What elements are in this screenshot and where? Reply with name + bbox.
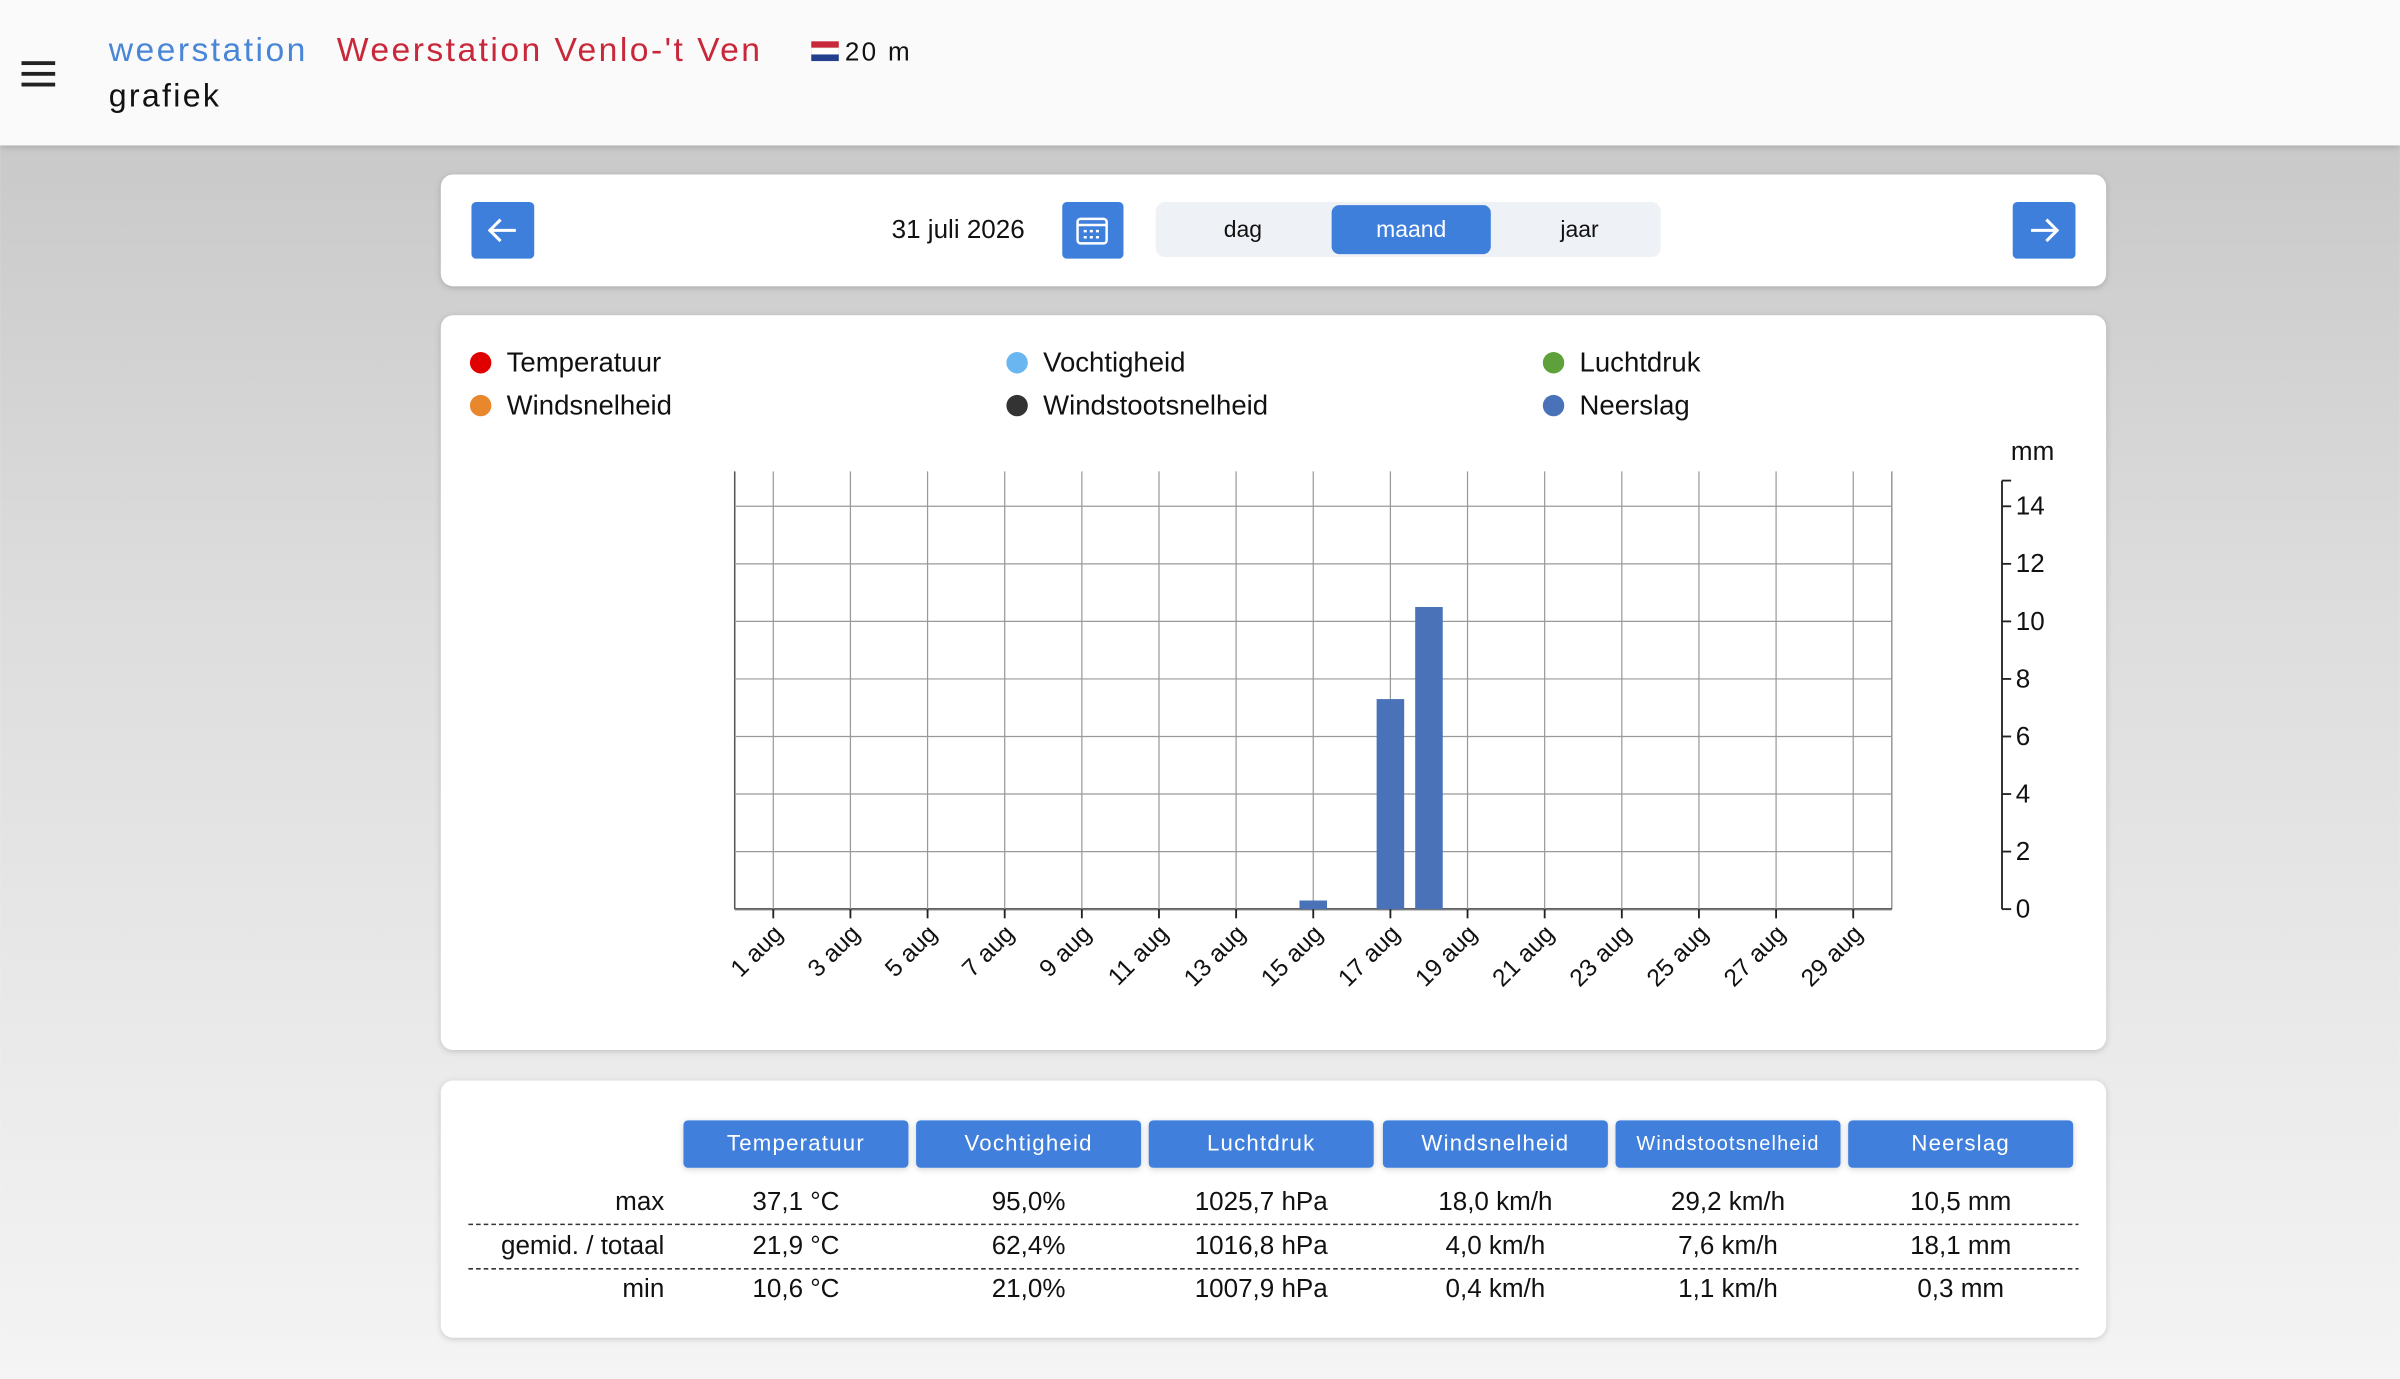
cell: 21,0%	[992, 1273, 1066, 1303]
y-tick-label: 14	[2016, 491, 2045, 521]
period-active	[1331, 205, 1491, 255]
header-bar	[0, 0, 2400, 146]
page-title: grafiek	[109, 77, 222, 113]
cell: 37,1 °C	[752, 1186, 839, 1216]
legend-label[interactable]: Neerslag	[1580, 389, 1690, 420]
column-header: Temperatuur	[727, 1131, 865, 1156]
station-name: Weerstation Venlo-'t Ven	[337, 32, 763, 69]
column-header-bg	[683, 1120, 909, 1168]
y-tick-label: 4	[2016, 778, 2030, 808]
row-label: max	[615, 1186, 664, 1216]
column-header: Luchtdruk	[1207, 1131, 1315, 1156]
period-option[interactable]: maand	[1376, 216, 1446, 242]
y-tick-label: 12	[2016, 548, 2045, 578]
legend-marker[interactable]	[469, 394, 492, 417]
header-prefix: weerstation	[108, 32, 308, 69]
legend-marker[interactable]	[1542, 352, 1565, 374]
column-header: Neerslag	[1911, 1131, 2010, 1156]
legend-marker[interactable]	[1006, 352, 1028, 374]
column-header: Vochtigheid	[964, 1131, 1092, 1156]
period-option[interactable]: dag	[1224, 216, 1262, 242]
y-tick-label: 6	[2016, 721, 2030, 751]
date: 31 juli 2026	[892, 214, 1025, 244]
row-label: min	[622, 1273, 664, 1303]
column-header: Windsnelheid	[1421, 1131, 1569, 1156]
flag	[811, 41, 840, 62]
column-header-bg	[1848, 1120, 2074, 1168]
legend-marker[interactable]	[1542, 394, 1565, 417]
column-header-bg	[1148, 1120, 1374, 1168]
cell: 0,3 mm	[1917, 1273, 2004, 1303]
next-button[interactable]	[2012, 202, 2076, 259]
legend-label[interactable]: Luchtdruk	[1580, 347, 1701, 378]
legend-label[interactable]: Temperatuur	[507, 347, 662, 378]
calendar-button[interactable]	[1062, 202, 1124, 259]
column-header-bg	[1615, 1120, 1841, 1168]
elevation: 20 m	[845, 36, 912, 66]
cell: 21,9 °C	[752, 1230, 839, 1260]
legend-label[interactable]: Windstootsnelheid	[1043, 389, 1268, 420]
column-header-bg	[916, 1120, 1142, 1168]
legend-label[interactable]: Vochtigheid	[1043, 347, 1185, 378]
cell: 10,5 mm	[1910, 1186, 2011, 1216]
cell: 1025,7 hPa	[1195, 1186, 1329, 1216]
cell: 29,2 km/h	[1671, 1186, 1785, 1216]
cell: 18,0 km/h	[1438, 1186, 1552, 1216]
menu-icon[interactable]	[21, 61, 56, 87]
period-option[interactable]: jaar	[1559, 216, 1599, 242]
footer	[0, 1366, 2400, 1379]
y-tick-label: 2	[2016, 836, 2030, 866]
header-title: weerstation Weerstation Venlo-'t Ven	[108, 32, 763, 69]
cell: 0,4 km/h	[1446, 1273, 1546, 1303]
column-header: Windstootsnelheid	[1636, 1133, 1819, 1155]
legend-label[interactable]: Windsnelheid	[507, 389, 672, 420]
chart-card	[440, 315, 2107, 1050]
bar	[1415, 607, 1443, 910]
prev-button[interactable]	[471, 202, 535, 259]
y-tick-label: 8	[2016, 663, 2030, 693]
column-header-bg	[1382, 1120, 1608, 1168]
cell: 95,0%	[992, 1186, 1066, 1216]
y-tick-label: 0	[2016, 894, 2030, 924]
row-label: gemid. / totaal	[501, 1230, 664, 1260]
cell: 62,4%	[992, 1230, 1066, 1260]
bar	[1376, 699, 1405, 910]
bar	[1299, 900, 1328, 910]
cell: 1,1 km/h	[1678, 1273, 1778, 1303]
cell: 10,6 °C	[752, 1273, 839, 1303]
cell: 7,6 km/h	[1678, 1230, 1778, 1260]
cell: 18,1 mm	[1910, 1230, 2011, 1260]
y-tick-label: 10	[2016, 606, 2045, 636]
legend-marker[interactable]	[469, 352, 492, 374]
cell: 1007,9 hPa	[1195, 1273, 1329, 1303]
cell: 1016,8 hPa	[1195, 1230, 1329, 1260]
y-axis-label: mm	[2011, 436, 2054, 466]
cell: 4,0 km/h	[1446, 1230, 1546, 1260]
legend-marker[interactable]	[1006, 394, 1028, 417]
